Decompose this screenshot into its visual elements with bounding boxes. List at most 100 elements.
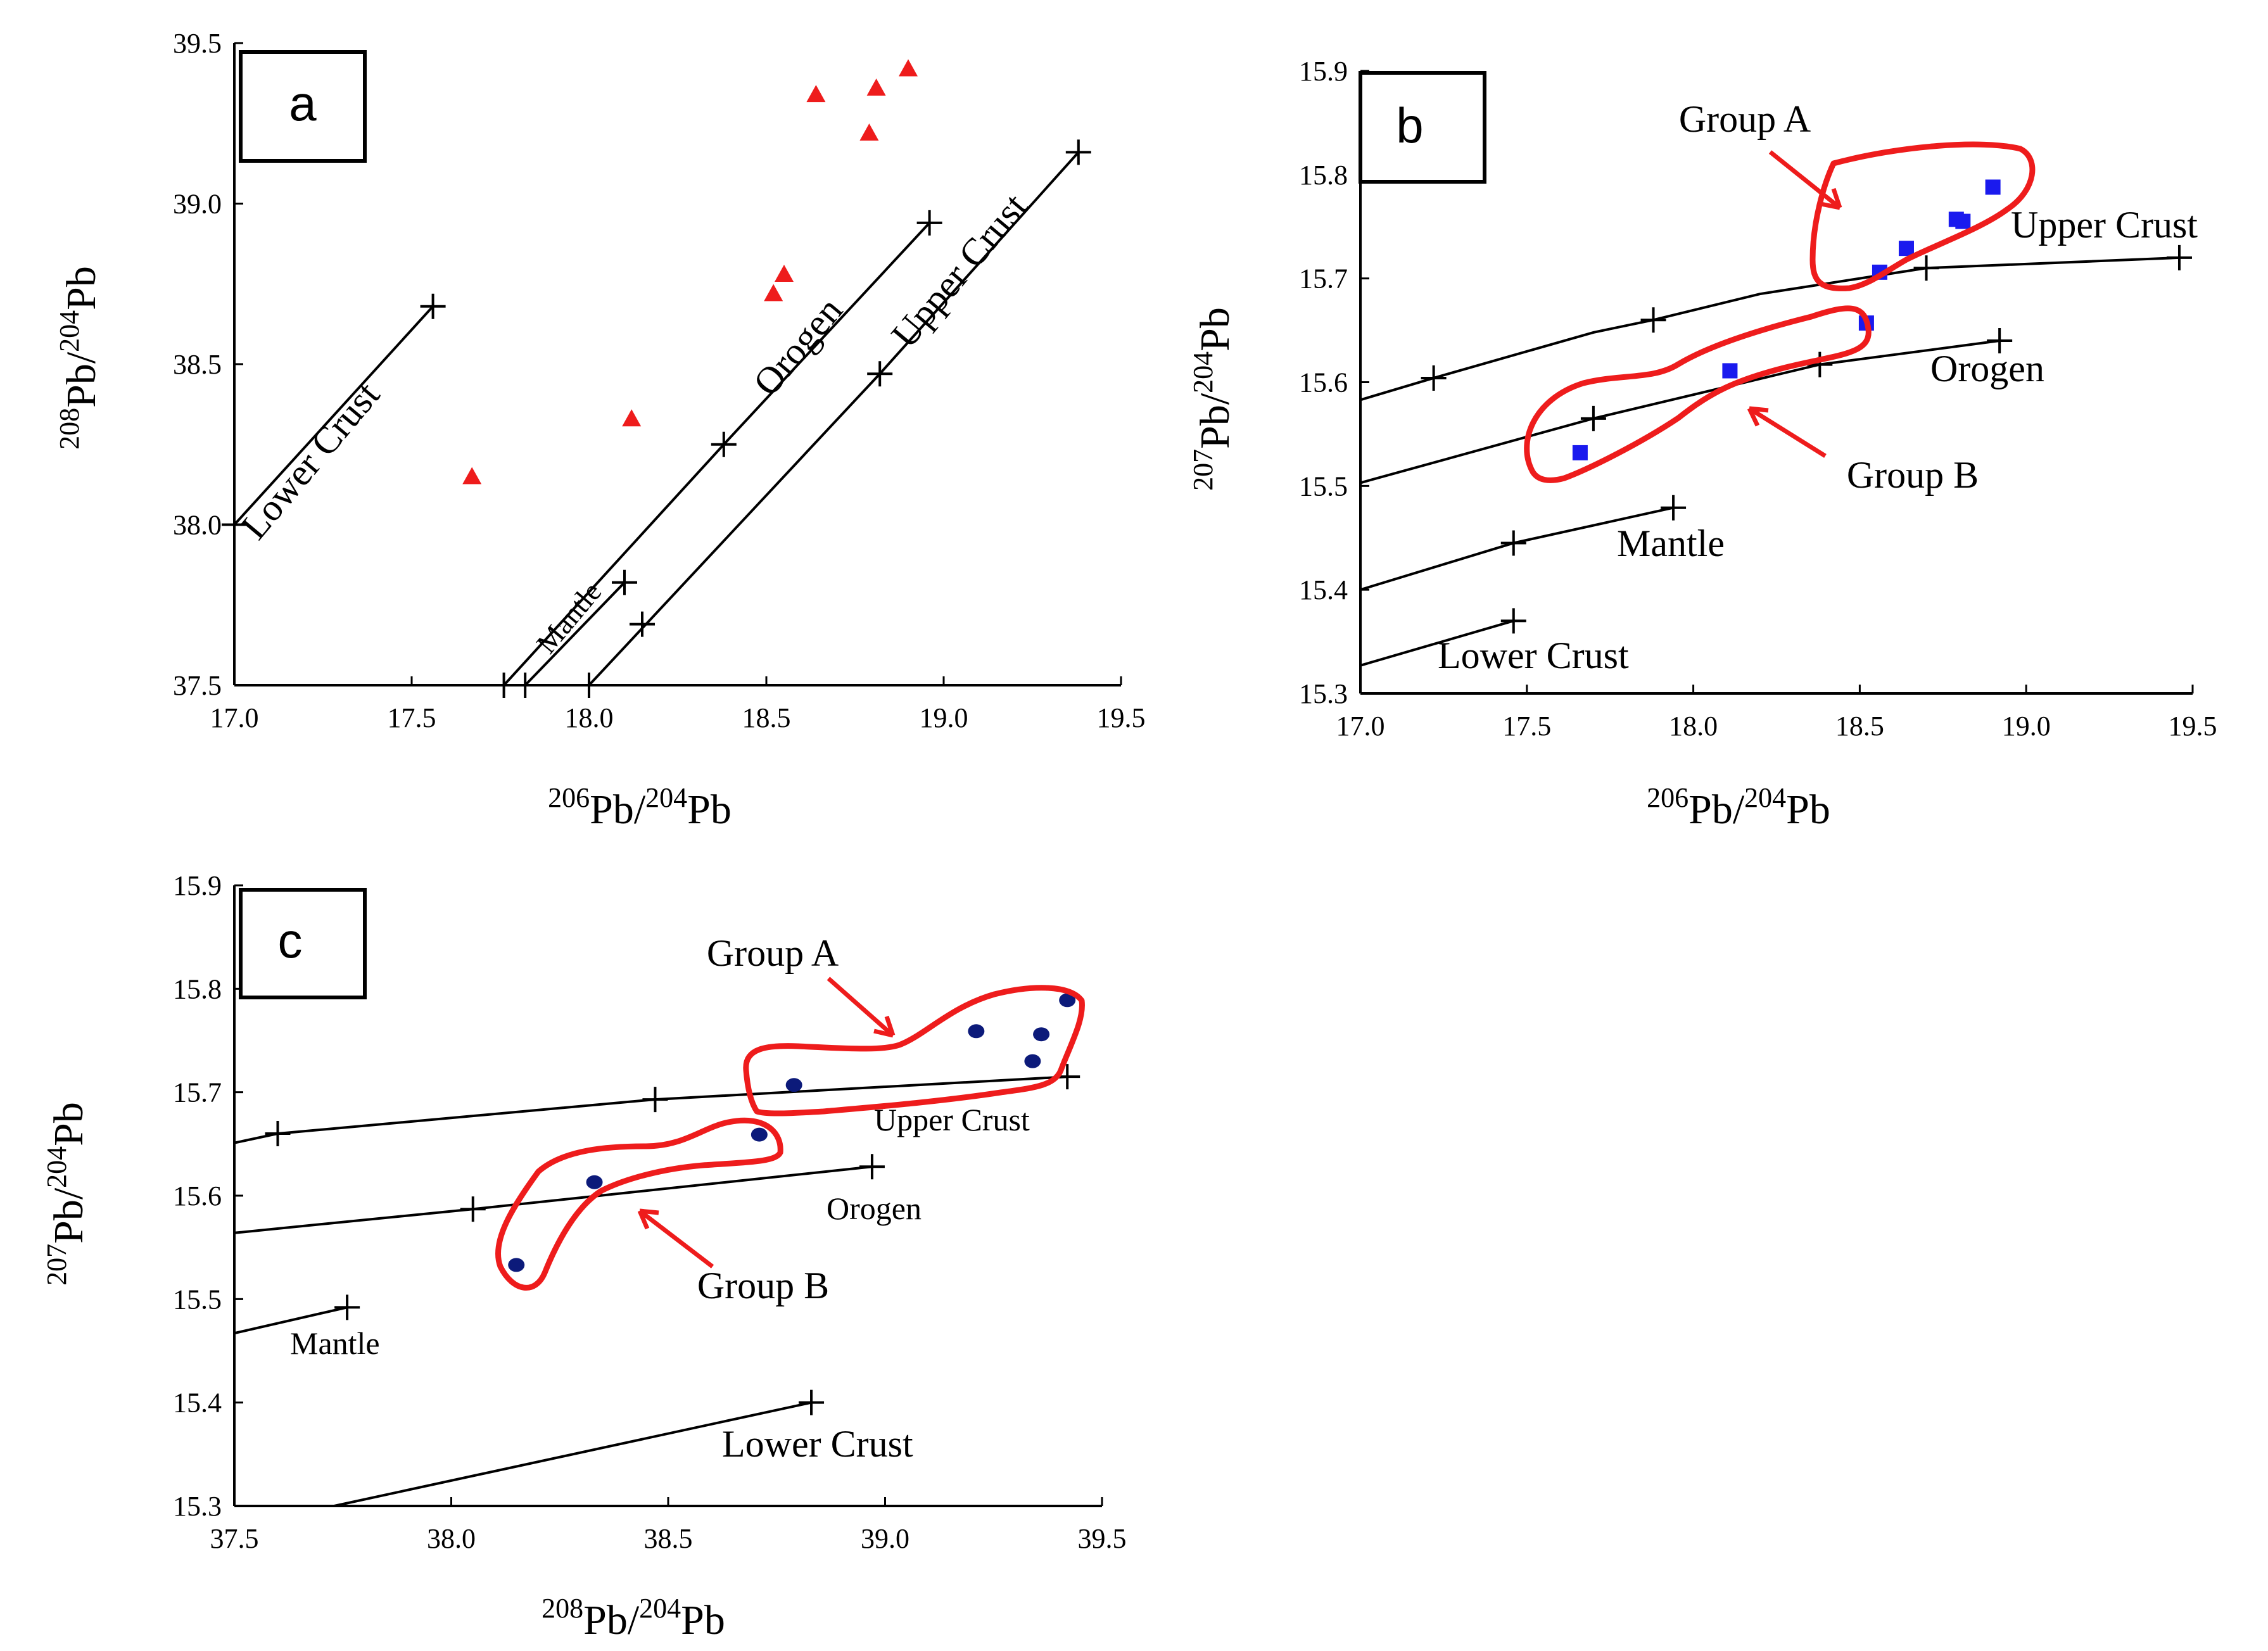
panel-b-y-tick-label: 15.9: [1299, 56, 1348, 87]
panel-c-group-a-outline: [743, 985, 1085, 1116]
panel-b-label-upper-crust: Upper Crust: [2011, 204, 2198, 246]
panel-c-x-tick-label: 38.5: [644, 1523, 693, 1554]
panel-a-curve-orogen-tick-mark: [916, 210, 942, 236]
panel-c-data-point: [785, 1078, 802, 1092]
panel-c-y-tick-label: 15.6: [173, 1180, 222, 1211]
panel-a-curve-mantle: [524, 581, 626, 686]
panel-a-curve-mantle-tick-mark: [612, 569, 637, 595]
panel-a-points: [462, 59, 918, 484]
panel-c-curves: [234, 1064, 1080, 1507]
panel-a-x-axis-label: 206Pb/204Pb: [548, 782, 732, 833]
panel-c-y-tick-label: 15.3: [173, 1491, 222, 1522]
panel-a-curve-lower-crust-tick-mark: [420, 293, 446, 319]
panel-c-axes: 37.5 38.0 38.5 39.0 39.5 15.3 15.4 15.5 15.6 15.7…: [173, 870, 1127, 1554]
panel-a-curve-orogen-tick-mark: [491, 673, 517, 698]
panel-a-curve-mantle-tick-mark: [512, 673, 538, 698]
panel-a-data-point: [899, 59, 918, 77]
panel-a-data-point: [622, 409, 642, 427]
panel-c-group-b-label: Group B: [697, 1265, 829, 1306]
panel-c-x-axis-label: 208Pb/204Pb: [542, 1593, 725, 1643]
panel-a-y-tick-label: 39.0: [173, 189, 222, 220]
panel-b-curve-orogen: [1360, 339, 2000, 484]
panel-b-data-point: [1898, 241, 1914, 256]
panel-b-group-b-arrow: [1747, 406, 1827, 458]
panel-a-x-tick-label: 18.0: [565, 702, 614, 733]
panel-c-data-point: [1059, 993, 1076, 1008]
panel-b-group-b-label: Group B: [1847, 454, 1979, 496]
panel-a-x-tick-label: 19.0: [920, 702, 968, 733]
panel-c-group-a-label: Group A: [707, 932, 839, 974]
panel-a: 17.0 17.5 18.0 18.5 19.0 19.5 37.5 38.0 38.5 39.0…: [54, 28, 1146, 833]
panel-b-curve-upper-crust-tick-mark: [1913, 255, 1939, 281]
panel-a-curve-upper-crust-tick-mark: [576, 673, 602, 698]
panel-a-curve-upper-crust-tick-mark: [630, 611, 655, 637]
panel-b-y-tick-label: 15.8: [1299, 160, 1348, 191]
panel-c-x-tick-label: 39.5: [1078, 1523, 1127, 1554]
panel-a-y-tick-label: 39.5: [173, 28, 222, 59]
panel-a-y-tick-label: 38.5: [173, 349, 222, 380]
panel-c-curve-upper-crust-tick-mark: [265, 1121, 291, 1146]
panel-c-data-point: [968, 1024, 985, 1039]
panel-b-letter-box: [1359, 71, 1486, 184]
panel-b-curve-lower-crust: [1360, 619, 1514, 667]
panel-b-data-point: [1985, 179, 2001, 195]
panel-a-x-tick-label: 19.5: [1097, 702, 1146, 733]
panel-a-label-upper-crust: Upper Crust: [884, 186, 1036, 356]
panel-c-data-point: [1024, 1054, 1041, 1068]
panel-b-points: [1572, 179, 2001, 460]
panel-c-points: [508, 993, 1076, 1272]
panel-b-curve-mantle-tick-mark: [1500, 530, 1526, 556]
panel-a-curve-lower-crust: [233, 305, 434, 526]
panel-b-curve-upper-crust-tick-mark: [1640, 307, 1666, 333]
panel-c-x-tick-label: 37.5: [210, 1523, 259, 1554]
panel-b-x-tick-label: 19.0: [2002, 711, 2051, 742]
panel-a-curves: [222, 139, 1091, 698]
panel-a-x-tick-label: 17.0: [210, 702, 259, 733]
panel-a-data-point: [806, 85, 826, 103]
panel-b-data-point: [1955, 213, 1971, 229]
panel-a-curve-orogen-tick-mark: [711, 431, 737, 457]
panel-c-label-mantle: Mantle: [290, 1325, 380, 1361]
panel-c-data-point: [586, 1175, 603, 1189]
panel-b-group-a-label: Group A: [1679, 98, 1811, 140]
panel-a-data-point: [866, 78, 886, 96]
panel-c-group-b-outline: [495, 1117, 783, 1291]
panel-c-label-lower-crust: Lower Crust: [722, 1423, 913, 1465]
panel-b-group-b-outline: [1524, 305, 1872, 483]
panel-a-data-point: [764, 284, 783, 301]
panel-b-x-tick-label: 17.5: [1502, 711, 1551, 742]
panel-b-curve-orogen-tick-mark: [1580, 405, 1606, 431]
panel-a-label-mantle: Mantle: [530, 576, 608, 660]
panel-b-y-axis-label: 207Pb/204Pb: [1188, 307, 1238, 491]
panel-c-curve-upper-crust-tick-mark: [642, 1087, 668, 1113]
panel-c-letter-box: [239, 888, 367, 999]
panel-c-x-tick-label: 38.0: [427, 1523, 476, 1554]
panel-c-curve-upper-crust: [234, 1075, 1068, 1144]
panel-a-y-tick-label: 38.0: [173, 510, 222, 541]
panel-b-curve-upper-crust-tick-mark: [2166, 244, 2192, 270]
panel-b-x-tick-label: 19.5: [2169, 711, 2217, 742]
panel-c-label-orogen: Orogen: [827, 1191, 922, 1226]
panel-b-data-point: [1722, 363, 1738, 379]
panel-c-data-point: [508, 1258, 525, 1272]
panel-b-y-tick-label: 15.3: [1299, 678, 1348, 709]
panel-c-group-a-arrow: [827, 977, 896, 1038]
panel-b-y-tick-label: 15.5: [1299, 471, 1348, 502]
panel-c-y-tick-label: 15.9: [173, 870, 222, 901]
panel-b-x-axis-label: 206Pb/204Pb: [1647, 782, 1830, 833]
panel-a-letter: a: [289, 75, 317, 131]
panel-b-label-orogen: Orogen: [1930, 348, 2044, 389]
panel-b-y-tick-label: 15.4: [1299, 574, 1348, 605]
panel-c-label-upper-crust: Upper Crust: [874, 1102, 1030, 1137]
panel-b-curve-orogen-tick-mark: [1807, 351, 1833, 377]
panel-a-letter-box: [239, 50, 367, 163]
panel-c-curve-orogen-tick-mark: [859, 1154, 885, 1180]
panel-a-curve-upper-crust-tick-mark: [867, 361, 893, 387]
panel-c-data-point: [751, 1127, 768, 1142]
panel-b-curves: [1360, 244, 2192, 667]
panel-c-y-axis-label: 207Pb/204Pb: [41, 1102, 92, 1286]
panel-c-x-tick-label: 39.0: [861, 1523, 909, 1554]
panel-b-data-point: [1572, 445, 1588, 460]
panel-b-group-a-outline: [1809, 141, 2036, 291]
panel-b-letter: b: [1396, 98, 1423, 153]
